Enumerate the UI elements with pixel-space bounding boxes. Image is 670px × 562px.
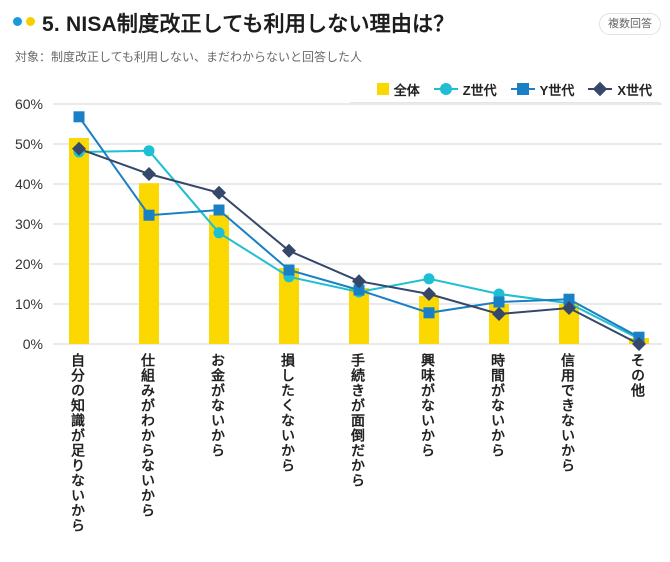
x-tick-label: 時間がないから <box>490 353 506 458</box>
marker-square <box>143 209 155 221</box>
legend-label: Z世代 <box>462 82 497 98</box>
legend-divider <box>350 102 660 103</box>
marker-diamond <box>212 185 226 200</box>
legend-circle-marker-icon <box>433 82 458 96</box>
marker-diamond <box>632 337 646 351</box>
bar-4 <box>349 288 369 344</box>
y-tick-label: 50% <box>15 136 43 152</box>
bar-7 <box>559 304 579 344</box>
y-tick-label: 0% <box>23 336 43 352</box>
legend-label: Y世代 <box>539 82 575 98</box>
legend-item-all: 全体 <box>376 80 420 99</box>
y-tick-label: 30% <box>15 216 43 232</box>
chart-subtitle: 対象：制度改正しても利用しない、まだわからないと回答した人 <box>15 50 363 64</box>
x-tick-label: その他 <box>630 353 646 398</box>
marker-circle <box>213 227 225 239</box>
legend-bar-swatch-icon <box>376 83 389 95</box>
marker-circle <box>143 145 155 157</box>
y-tick-label: 60% <box>15 96 43 112</box>
bar-0 <box>69 138 89 344</box>
marker-square <box>563 293 575 305</box>
marker-diamond <box>282 243 296 258</box>
legend-item-gen-z: Z世代 <box>433 80 497 99</box>
x-tick-label: 興味がないから <box>420 353 436 458</box>
marker-square <box>353 284 365 296</box>
marker-square <box>493 296 505 308</box>
chart-plot-area: 0% 10% 20% 30% 40% 50% 60% <box>15 96 662 352</box>
x-tick-label: 自分の知識が足りないから <box>70 353 86 533</box>
marker-circle <box>423 273 435 285</box>
bar-5 <box>419 296 439 344</box>
x-tick-label: 仕組みがわからないから <box>140 353 156 518</box>
yellow-dot-icon <box>26 17 35 26</box>
marker-diamond <box>142 167 156 181</box>
chart-header: 5. NISA制度改正しても利用しない理由は？ 複数回答 <box>0 0 670 44</box>
marker-square <box>423 307 435 319</box>
marker-square <box>213 204 225 216</box>
marker-diamond <box>72 141 86 156</box>
y-tick-label: 40% <box>15 176 43 192</box>
y-tick-label: 20% <box>15 256 43 272</box>
bar-2 <box>209 214 229 344</box>
blue-dot-icon <box>13 17 22 26</box>
legend-square-marker-icon <box>510 82 535 96</box>
marker-diamond <box>422 287 436 301</box>
marker-diamond <box>492 307 506 321</box>
x-tick-label: お金がないから <box>210 353 226 458</box>
bar-1 <box>139 183 159 344</box>
chart-title: 5. NISA制度改正しても利用しない理由は？ <box>42 13 455 36</box>
chart-legend: 全体 Z世代 Y世代 X世代 <box>376 80 652 99</box>
x-tick-label: 損したくないから <box>280 353 296 473</box>
legend-diamond-marker-icon <box>588 81 613 97</box>
x-tick-label: 手続きが面倒だから <box>350 353 366 488</box>
legend-item-gen-x: X世代 <box>588 80 652 99</box>
marker-diamond <box>352 274 366 289</box>
legend-label: 全体 <box>393 82 420 98</box>
bar-3 <box>279 268 299 344</box>
marker-square <box>283 264 295 276</box>
legend-item-gen-y: Y世代 <box>510 80 575 99</box>
legend-label: X世代 <box>617 82 652 98</box>
marker-square <box>73 111 85 123</box>
multiple-answer-badge: 複数回答 <box>599 13 661 35</box>
marker-diamond <box>562 301 576 315</box>
x-tick-label: 信用できないから <box>560 353 576 473</box>
y-tick-label: 10% <box>15 296 43 312</box>
